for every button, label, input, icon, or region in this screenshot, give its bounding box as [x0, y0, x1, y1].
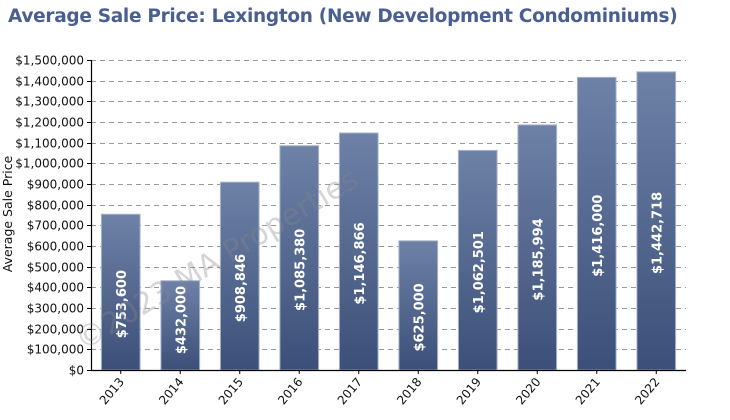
data-label: $1,442,718	[650, 192, 665, 274]
bars	[100, 71, 677, 371]
y-tick-label: $400,000	[27, 281, 84, 295]
data-label: $1,146,866	[353, 222, 368, 304]
bar	[517, 124, 558, 371]
y-tick-label: $1,200,000	[15, 116, 84, 130]
data-label: $1,062,501	[472, 231, 487, 313]
chart-title: Average Sale Price: Lexington (New Devel…	[8, 6, 678, 27]
data-label: $753,600	[115, 270, 130, 338]
x-tick-label: 2014	[156, 375, 186, 407]
data-label: $432,000	[174, 286, 189, 354]
x-tick-label: 2016	[275, 375, 305, 407]
x-tick-labels: 2013 2014 2015 2016 2017 2018 2019 2020 2021 2022	[97, 375, 663, 407]
y-tick-label: $1,100,000	[15, 137, 84, 151]
x-tick-label: 2019	[454, 375, 484, 407]
data-label: $908,846	[234, 254, 249, 322]
bar	[219, 181, 260, 371]
data-label: $1,416,000	[591, 195, 606, 277]
y-tick-label: $200,000	[27, 323, 84, 337]
bar	[398, 240, 439, 371]
x-tick-label: 2022	[632, 375, 662, 407]
data-label: $1,185,994	[531, 218, 546, 300]
bar	[636, 71, 677, 371]
y-tick-label: $0	[69, 364, 84, 378]
data-label: $625,000	[412, 283, 427, 351]
bar	[279, 145, 320, 371]
bar	[338, 132, 379, 371]
bar	[160, 280, 201, 371]
x-tick-label: 2021	[573, 375, 603, 407]
x-tick-label: 2015	[216, 375, 246, 407]
y-tick-label: $700,000	[27, 219, 84, 233]
y-axis-title: Average Sale Price	[0, 155, 15, 272]
y-tick-label: $100,000	[27, 343, 84, 357]
x-tick-label: 2017	[335, 375, 365, 407]
data-label: $1,085,380	[293, 229, 308, 311]
bar	[576, 76, 617, 371]
y-tick-label: $900,000	[27, 178, 84, 192]
axes	[87, 60, 686, 374]
y-tick-labels: $0 $100,000 $200,000 $300,000 $400,000 $500,0…	[15, 54, 84, 378]
x-tick-label: 2013	[97, 375, 127, 407]
y-tick-label: $1,300,000	[15, 95, 84, 109]
y-tick-label: $500,000	[27, 261, 84, 275]
x-tick-label: 2020	[513, 375, 543, 407]
y-tick-label: $300,000	[27, 302, 84, 316]
y-tick-label: $1,400,000	[15, 75, 84, 89]
y-tick-label: $600,000	[27, 240, 84, 254]
data-labels: $753,600 $432,000 $908,846 $1,085,380 $1,146…	[115, 192, 666, 354]
y-tick-label: $1,000,000	[15, 157, 84, 171]
y-tick-label: $800,000	[27, 199, 84, 213]
y-tick-label: $1,500,000	[15, 54, 84, 68]
bar	[100, 213, 141, 371]
x-tick-label: 2018	[394, 375, 424, 407]
